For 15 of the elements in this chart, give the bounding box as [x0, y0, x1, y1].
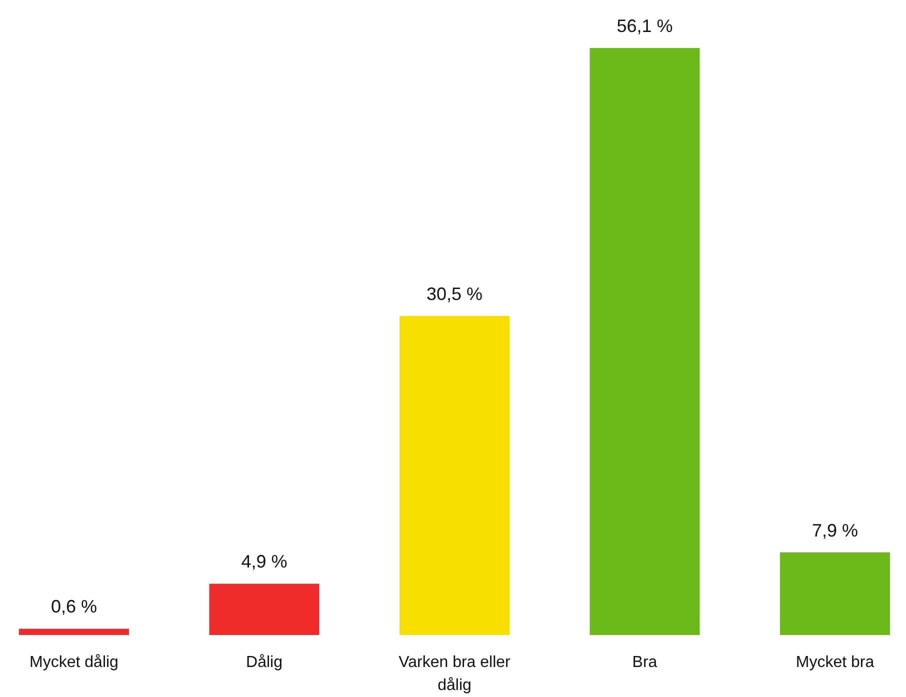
x-tick-label: Varken bra eller dålig	[398, 654, 512, 694]
bar	[19, 628, 129, 635]
data-label: 7,9 %	[812, 520, 858, 540]
data-label: 0,6 %	[50, 596, 98, 617]
data-label: 4,9 %	[241, 552, 288, 572]
data-label: 30,5 %	[426, 284, 483, 304]
x-tick-label: Bra	[632, 654, 658, 671]
bar	[590, 48, 700, 635]
x-tick-label: Mycket dålig	[30, 654, 118, 671]
bar	[780, 552, 890, 635]
x-tick-label: Mycket bra	[796, 654, 874, 671]
bar	[209, 584, 320, 635]
data-label: 56,1 %	[616, 16, 673, 36]
bar	[400, 316, 510, 635]
x-tick-label: Dålig	[246, 654, 282, 671]
